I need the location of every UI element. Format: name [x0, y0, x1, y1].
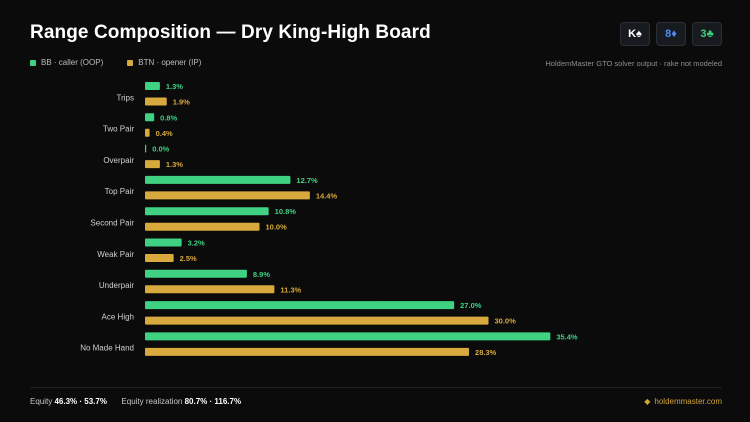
bar-bb: [145, 175, 291, 184]
equity-label: Equity: [30, 397, 53, 406]
bar-btn: [145, 191, 310, 200]
category-label: Second Pair: [90, 218, 134, 227]
equity-value: 46.3% · 53.7%: [54, 397, 107, 406]
bar-btn: [145, 97, 167, 106]
bar-bb: [145, 207, 269, 216]
category-label: Trips: [117, 93, 134, 102]
card-rank: 3: [700, 28, 707, 40]
brand-label: holdemmaster.com: [654, 397, 722, 406]
bar-bb: [145, 238, 182, 247]
card-rank: 8: [665, 28, 672, 40]
data-label-bb: 0.0%: [152, 145, 169, 154]
data-label-btn: 30.0%: [495, 317, 517, 326]
board-cards: K ♠ 8 ♦ 3 ♣: [620, 22, 722, 46]
category-label: Weak Pair: [97, 250, 134, 259]
club-icon: ♣: [706, 28, 714, 40]
bar-bb: [145, 301, 455, 310]
category-label: No Made Hand: [80, 344, 134, 353]
spade-icon: ♠: [636, 28, 642, 40]
data-label-bb: 27.0%: [460, 301, 482, 310]
category-label: Underpair: [99, 281, 134, 290]
category-label: Overpair: [103, 156, 134, 165]
data-label-bb: 35.4%: [556, 332, 578, 341]
brand: ◆ holdemmaster.com: [644, 397, 722, 406]
bar-btn: [145, 128, 150, 137]
brand-diamond-icon: ◆: [644, 397, 651, 406]
bar-btn: [145, 222, 260, 231]
data-label-bb: 8.9%: [253, 270, 270, 279]
bar-bb: [145, 82, 160, 90]
data-label-btn: 0.4%: [156, 129, 173, 138]
legend-item-bb: BB · caller (OOP): [30, 58, 103, 67]
category-label: Ace High: [102, 312, 134, 321]
data-label-btn: 28.3%: [475, 348, 497, 357]
realization-label: Equity realization: [121, 397, 183, 406]
data-label-btn: 1.9%: [173, 98, 190, 107]
legend-swatch-btn: [127, 59, 134, 66]
page-title: Range Composition — Dry King-High Board: [30, 22, 431, 43]
board-card: 8 ♦: [656, 22, 686, 46]
source-note: HoldemMaster GTO solver output · rake no…: [545, 59, 722, 68]
legend-item-btn: BTN · opener (IP): [127, 58, 201, 67]
equity-summary: Equity 46.3% · 53.7% Equity realization …: [30, 397, 241, 406]
realization-value: 80.7% · 116.7%: [184, 397, 242, 406]
board-card: K ♠: [620, 22, 650, 46]
data-label-btn: 14.4%: [316, 191, 338, 200]
footer-divider: [30, 387, 722, 388]
bar-btn: [145, 285, 275, 294]
bar-bb: [145, 113, 155, 122]
bar-btn: [145, 160, 160, 169]
data-label-bb: 1.3%: [166, 82, 183, 91]
bar-bb: [145, 332, 551, 341]
legend-label-btn: BTN · opener (IP): [138, 58, 202, 67]
bar-btn: [145, 316, 489, 325]
data-label-btn: 11.3%: [280, 285, 301, 294]
bar-btn: [145, 254, 174, 262]
card-rank: K: [628, 28, 637, 40]
data-label-bb: 10.8%: [275, 207, 297, 216]
data-label-bb: 12.7%: [296, 176, 318, 185]
legend-swatch-bb: [30, 59, 36, 66]
chart-legend: BB · caller (OOP) BTN · opener (IP): [30, 58, 201, 67]
data-label-btn: 1.3%: [166, 160, 183, 169]
bar-bb: [145, 144, 147, 153]
bar-bb: [145, 269, 247, 278]
data-label-btn: 2.5%: [180, 254, 197, 263]
legend-label-bb: BB · caller (OOP): [41, 58, 104, 67]
bar-btn: [145, 347, 470, 356]
category-label: Top Pair: [105, 187, 135, 196]
data-label-bb: 3.2%: [188, 239, 205, 248]
board-card: 3 ♣: [692, 22, 722, 46]
data-label-bb: 0.8%: [160, 113, 177, 122]
diamond-icon: ♦: [671, 28, 677, 40]
category-label: Two Pair: [103, 125, 134, 134]
data-label-btn: 10.0%: [266, 223, 288, 232]
